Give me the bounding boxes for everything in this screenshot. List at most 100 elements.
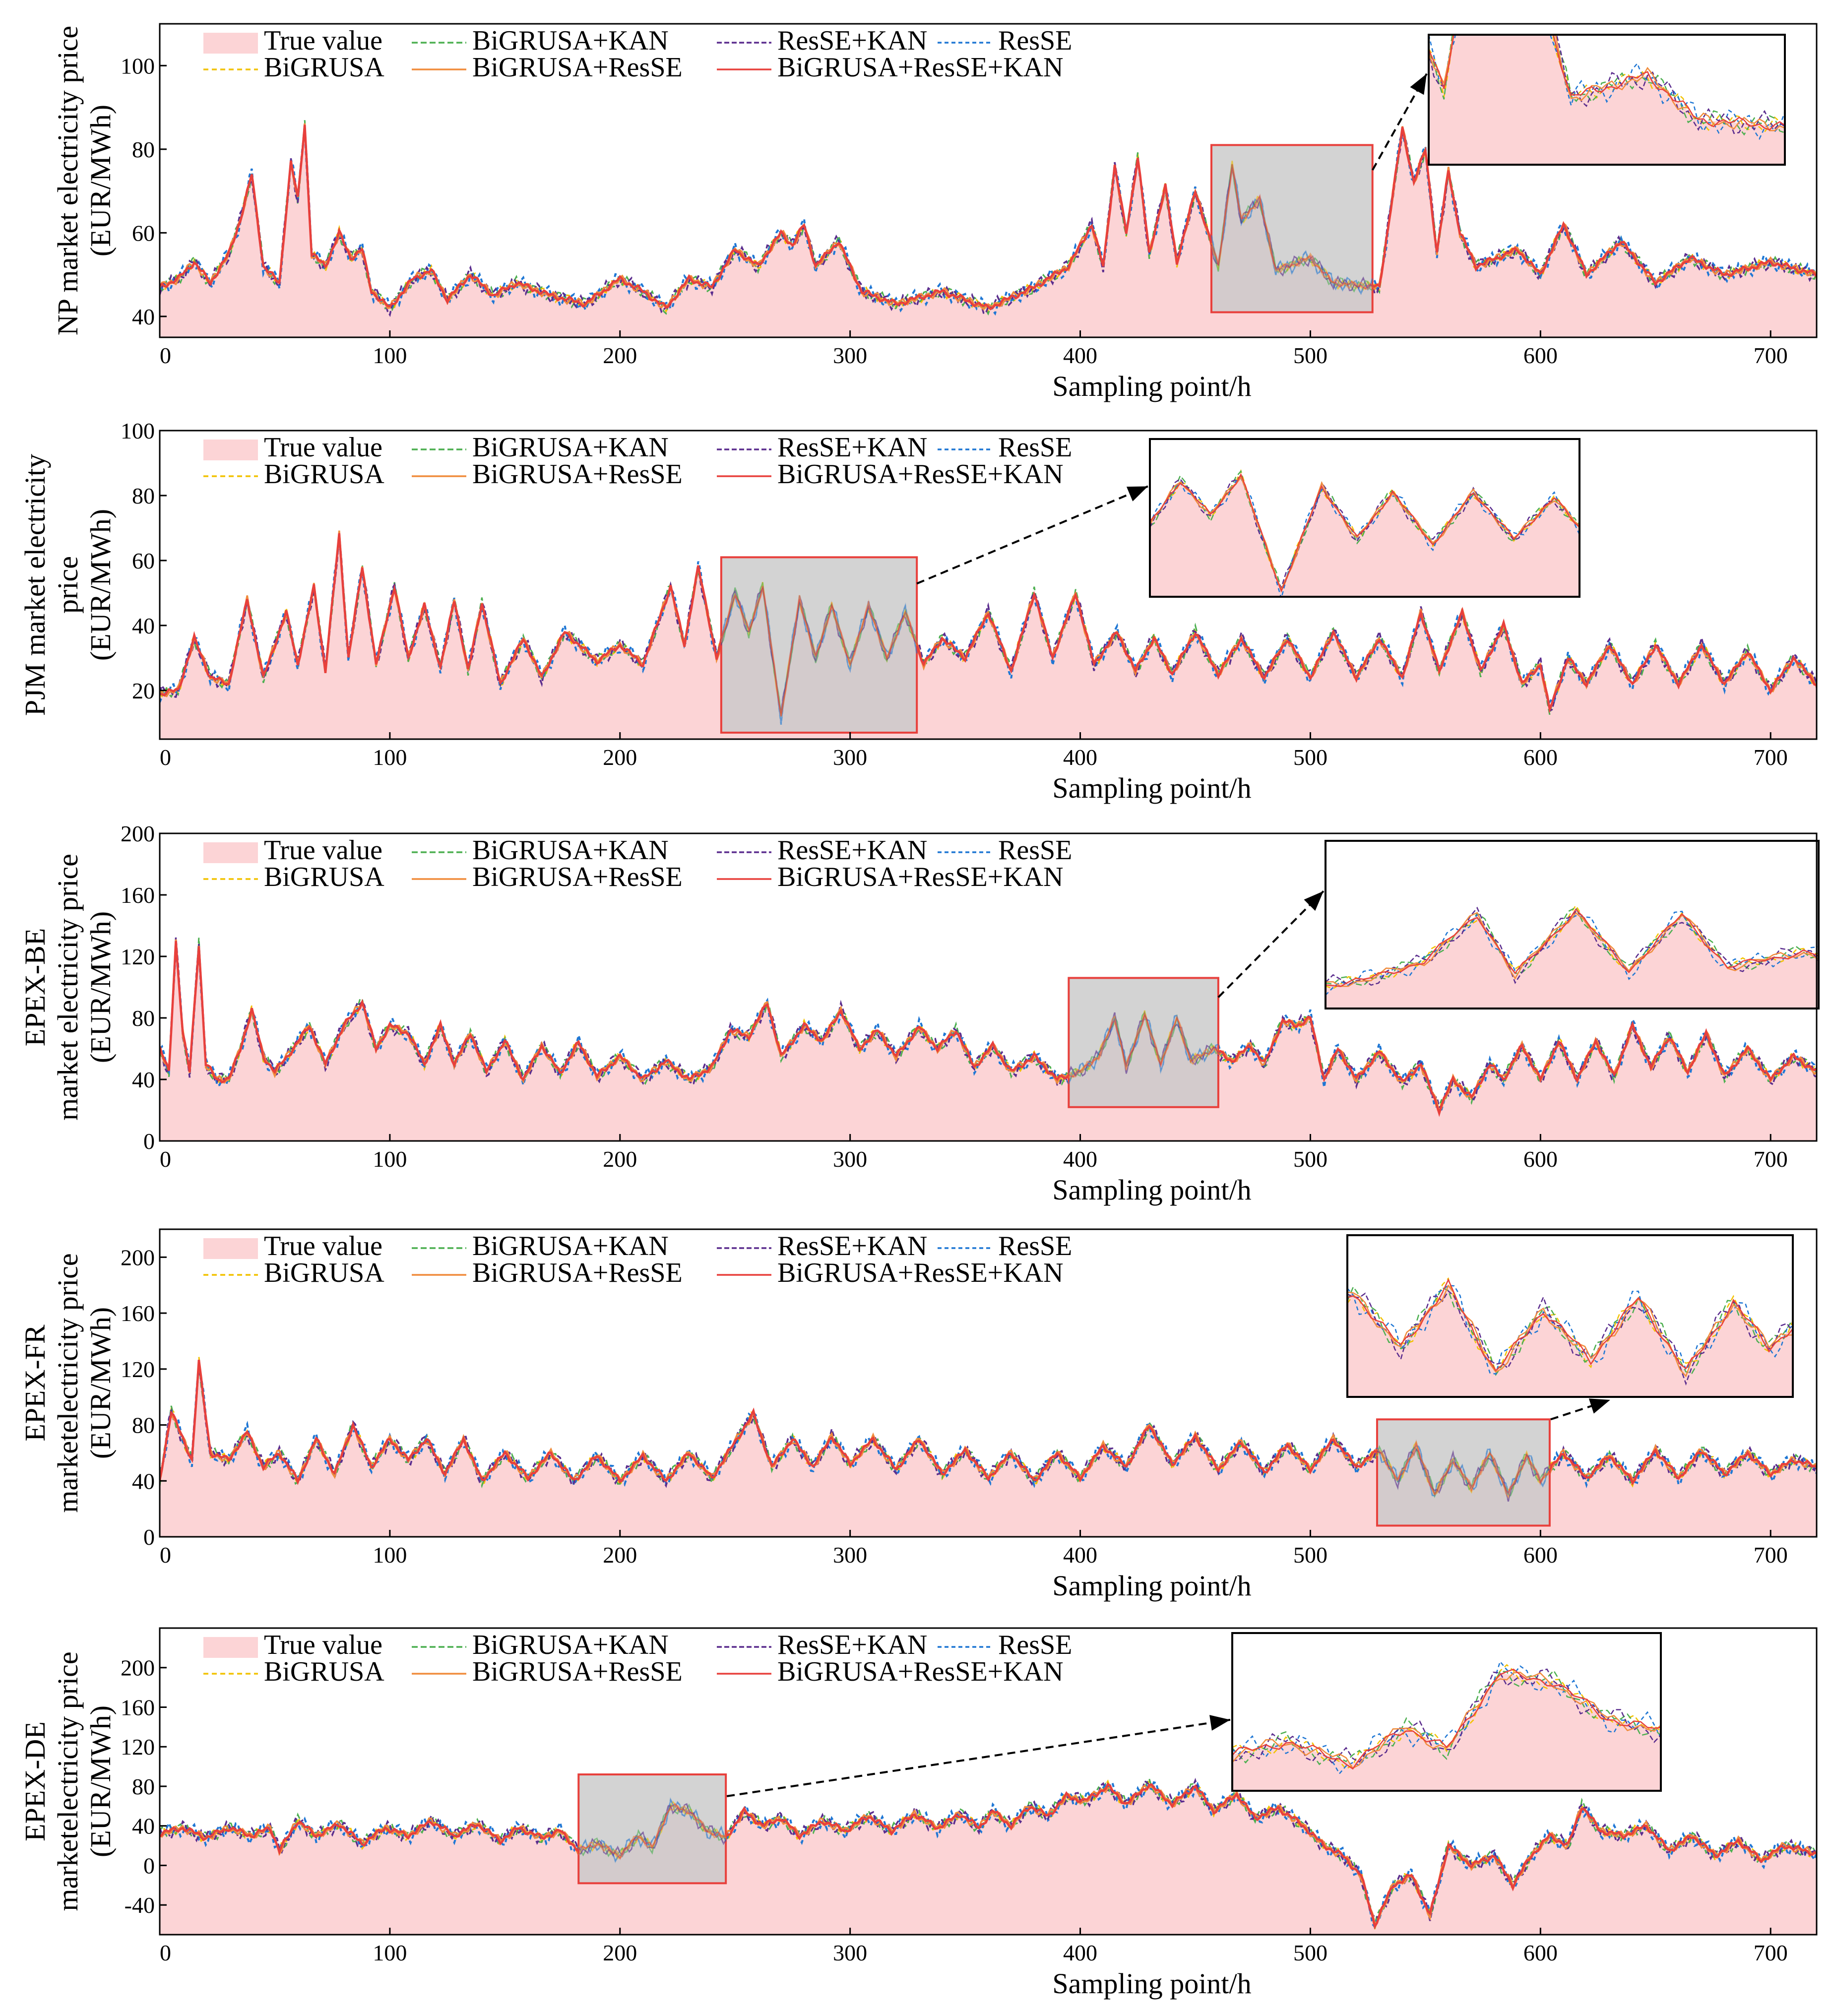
- chart-panel-2: 0 100 200 300 400 500 600 700 20 40 60 80 100 Samplin…: [19, 418, 1818, 804]
- legend-item-ressekan: ResSE+KAN: [717, 1630, 927, 1660]
- inset-line-ressekan: [1429, 35, 1785, 134]
- y-tick-label: 80: [132, 1413, 155, 1438]
- chart-panel-1: 0 100 200 300 400 500 600 700 40 60 80 100 Sampling …: [52, 23, 1818, 402]
- inset-line-bigruresse: [1326, 912, 1819, 987]
- y-tick-label: 0: [143, 1853, 155, 1878]
- legend-item-bigruresse: BiGRUSA+ResSE: [412, 52, 683, 83]
- y-tick-label: 80: [132, 483, 155, 508]
- y-axis-label: NP market electricity price: [52, 26, 84, 335]
- legend-item-resse: ResSE: [938, 1630, 1072, 1660]
- zoom-region-line-full: [1210, 164, 1373, 290]
- x-tick-label: 400: [1063, 1146, 1097, 1172]
- legend-item-bigruresse: BiGRUSA+ResSE: [412, 459, 683, 490]
- y-tick-label: 0: [143, 1524, 155, 1550]
- legend-label: BiGRUSA: [264, 1656, 384, 1687]
- legend-label: BiGRUSA+KAN: [472, 432, 669, 463]
- x-tick-label: 400: [1063, 745, 1097, 770]
- y-axis-label: (EUR/MWh): [84, 1307, 117, 1459]
- y-tick-label: 200: [121, 821, 155, 846]
- y-tick-label: 40: [132, 304, 155, 329]
- legend-item-bigruresse: BiGRUSA+ResSE: [412, 1258, 683, 1288]
- legend-label: ResSE+KAN: [777, 432, 927, 463]
- y-tick-label: 40: [132, 1067, 155, 1092]
- inset-line-resse: [1232, 1660, 1661, 1775]
- inset-line-full: [1429, 35, 1785, 131]
- legend-label: True value: [264, 25, 382, 56]
- series-line-full: [160, 125, 1817, 311]
- x-tick-label: 500: [1293, 343, 1327, 368]
- legend-label: ResSE: [998, 835, 1072, 866]
- legend-label: ResSE: [998, 25, 1072, 56]
- legend-label: BiGRUSA+ResSE+KAN: [777, 459, 1064, 490]
- true-value-area: [160, 534, 1817, 739]
- x-tick-label: 300: [833, 1940, 867, 1965]
- legend-item-bigrukan: BiGRUSA+KAN: [412, 25, 669, 56]
- x-tick-label: 0: [160, 343, 171, 368]
- legend-label: BiGRUSA: [264, 52, 384, 83]
- y-tick-label: -40: [125, 1892, 155, 1918]
- legend-item-true: True value: [203, 1231, 382, 1261]
- x-axis-label: Sampling point/h: [1052, 1570, 1251, 1602]
- zoom-region-line-full: [1069, 1011, 1219, 1078]
- y-axis-label: marketelectricity price: [52, 1651, 84, 1911]
- y-tick-label: 120: [121, 944, 155, 969]
- zoom-arrow-head: [1588, 1398, 1610, 1414]
- x-tick-label: 100: [373, 1542, 407, 1568]
- inset-border: [1231, 1632, 1662, 1792]
- inset-border: [1325, 840, 1820, 1009]
- y-tick-label: 100: [121, 418, 155, 443]
- legend-item-bigrukan: BiGRUSA+KAN: [412, 1630, 669, 1660]
- series-line-full: [160, 533, 1817, 717]
- y-tick-label: 200: [121, 1655, 155, 1681]
- true-value-area: [160, 1784, 1817, 1935]
- chart-panel-4: 0 100 200 300 400 500 600 700 0 40 80 120 160 200 Samp…: [19, 1228, 1818, 1602]
- zoom-arrow-line: [1217, 890, 1325, 998]
- legend: True value BiGRUSA+KAN ResSE+KAN ResSE BiGRU…: [203, 25, 1072, 83]
- legend-label: ResSE+KAN: [777, 25, 927, 56]
- legend-label: BiGRUSA+ResSE: [472, 862, 683, 892]
- legend-label: BiGRUSA+ResSE+KAN: [777, 1258, 1064, 1288]
- legend-label: BiGRUSA+ResSE: [472, 52, 683, 83]
- legend-label: BiGRUSA+ResSE: [472, 1656, 683, 1687]
- legend-label: ResSE+KAN: [777, 835, 927, 866]
- zoom-arrow-head: [1209, 1715, 1230, 1731]
- x-tick-label: 600: [1523, 343, 1558, 368]
- inset-border: [1346, 1234, 1794, 1398]
- legend-label: BiGRUSA+KAN: [472, 25, 669, 56]
- legend-item-bigru: BiGRUSA: [203, 1656, 384, 1687]
- inset-line-ressekan: [1232, 1668, 1661, 1764]
- y-axis-label: (EUR/MWh): [84, 509, 117, 661]
- true-value-area: [160, 124, 1817, 337]
- axes-frame: [159, 1228, 1818, 1538]
- y-axis-label: EPEX-FR: [19, 1324, 51, 1442]
- chart-panels: 0 100 200 300 400 500 600 700406080100Sampling …: [19, 23, 1820, 2000]
- legend-label: True value: [264, 1231, 382, 1261]
- x-tick-label: 400: [1063, 343, 1097, 368]
- x-tick-label: 600: [1523, 1940, 1558, 1965]
- legend-label: True value: [264, 1630, 382, 1660]
- legend-item-resse: ResSE: [938, 1231, 1072, 1261]
- inset-line-ressekan: [1150, 475, 1579, 590]
- legend-item-full: BiGRUSA+ResSE+KAN: [717, 862, 1064, 892]
- y-tick-label: 40: [132, 613, 155, 638]
- x-tick-label: 600: [1523, 1146, 1558, 1172]
- legend-item-full: BiGRUSA+ResSE+KAN: [717, 459, 1064, 490]
- inset-true-value-area: [1429, 35, 1785, 165]
- series-line-ressekan: [160, 534, 1817, 713]
- legend-item-bigru: BiGRUSA: [203, 459, 384, 490]
- legend-item-resse: ResSE: [938, 25, 1072, 56]
- chart-panel-3: 0 100 200 300 400 500 600 700 0 40 80 120 160 200 Samp…: [19, 821, 1820, 1206]
- zoom-arrow-head: [1304, 891, 1324, 911]
- x-tick-label: 400: [1063, 1940, 1097, 1965]
- inset-line-bigrukan: [1326, 906, 1819, 986]
- x-tick-label: 300: [833, 343, 867, 368]
- x-tick-label: 300: [833, 745, 867, 770]
- zoom-arrow-head: [1126, 486, 1148, 502]
- legend-label: BiGRUSA+ResSE+KAN: [777, 1656, 1064, 1687]
- x-tick-label: 200: [603, 343, 637, 368]
- legend-label: BiGRUSA+KAN: [472, 1630, 669, 1660]
- x-tick-label: 700: [1754, 1146, 1788, 1172]
- inset-line-ressekan: [1347, 1290, 1793, 1386]
- y-tick-label: 40: [132, 1814, 155, 1839]
- legend-label: BiGRUSA+ResSE: [472, 459, 683, 490]
